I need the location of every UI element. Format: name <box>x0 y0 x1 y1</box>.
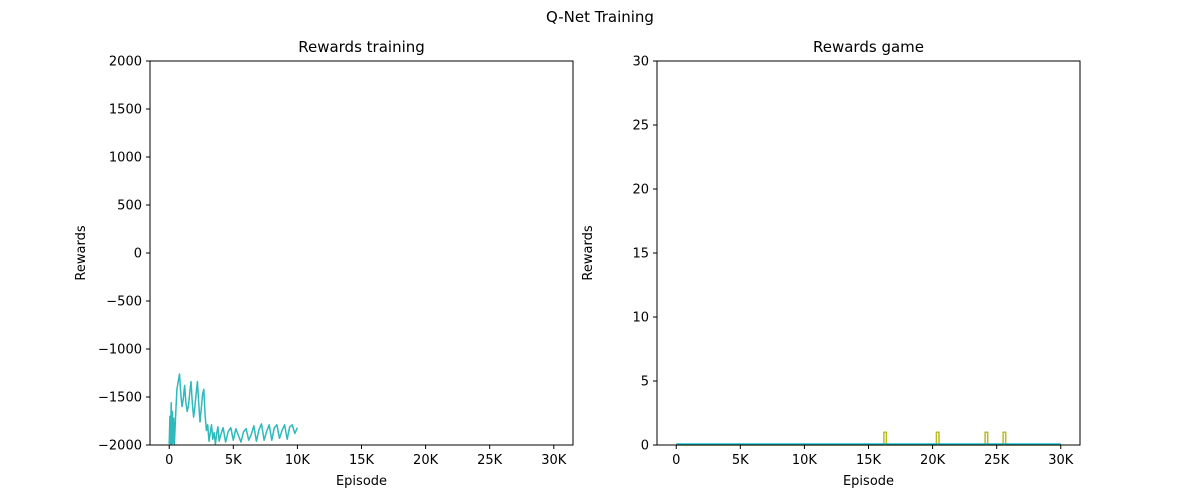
x-tick-label: 10K <box>792 453 818 468</box>
y-tick-label: −2000 <box>98 439 142 454</box>
x-tick-label: 15K <box>349 453 375 468</box>
x-tick-label: 0 <box>165 453 173 468</box>
x-tick-label: 5K <box>225 453 242 468</box>
y-tick-label: −500 <box>106 295 142 310</box>
y-tick-label: 1000 <box>109 151 142 166</box>
x-tick-label: 10K <box>285 453 311 468</box>
y-tick-label: 20 <box>632 183 649 198</box>
x-tick-label: 30K <box>1048 453 1074 468</box>
y-tick-label: 0 <box>134 247 142 262</box>
chart-panel-1: 0 5K 10K 15K 20K 25K 30K −2000 −1500 −1000 −500 0 50… <box>74 38 574 489</box>
y-axis-label: Rewards <box>74 225 89 280</box>
chart-title: Rewards training <box>298 38 425 56</box>
chart-title: Rewards game <box>813 38 924 56</box>
x-tick-label: 20K <box>920 453 946 468</box>
y-axis-label: Rewards <box>581 225 596 280</box>
y-tick-label: 10 <box>632 311 649 326</box>
x-tick-label: 25K <box>984 453 1010 468</box>
x-tick-label: 30K <box>541 453 567 468</box>
y-tick-label: 1500 <box>109 103 142 118</box>
y-tick-label: −1500 <box>98 391 142 406</box>
x-axis-label: Episode <box>336 474 387 489</box>
y-tick-label: 25 <box>632 119 649 134</box>
series-line-1 <box>676 431 1061 446</box>
axes-frame <box>149 60 574 446</box>
x-tick-label: 15K <box>856 453 882 468</box>
x-axis-label: Episode <box>843 474 894 489</box>
y-tick-label: 500 <box>117 199 142 214</box>
chart-panel-2: 0 5K 10K 15K 20K 25K 30K 0 5 10 15 20 25 30 Rewards ga… <box>581 38 1081 489</box>
x-tick-label: 5K <box>732 453 749 468</box>
y-tick-label: 30 <box>632 55 649 70</box>
y-tick-label: −1000 <box>98 343 142 358</box>
y-tick-label: 5 <box>641 375 649 390</box>
x-tick-label: 25K <box>477 453 503 468</box>
x-tick-label: 0 <box>672 453 680 468</box>
axes-frame <box>656 60 1081 446</box>
x-tick-label: 20K <box>413 453 439 468</box>
y-tick-label: 0 <box>641 439 649 454</box>
series-line-1 <box>168 373 299 445</box>
y-tick-label: 2000 <box>109 55 142 70</box>
figure-title: Q-Net Training <box>546 8 654 26</box>
y-tick-label: 15 <box>632 247 649 262</box>
